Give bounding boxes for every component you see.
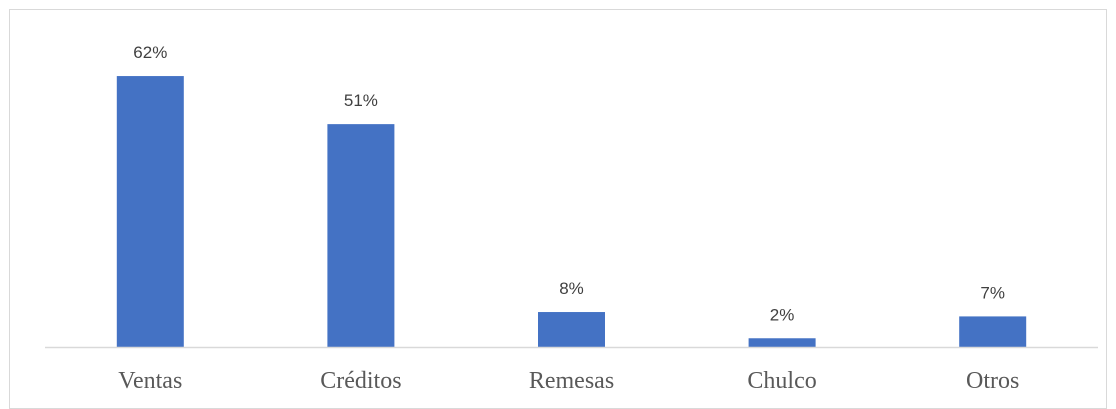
bar-chulco — [748, 338, 816, 347]
bars-layer — [116, 76, 1027, 347]
category-label-otros: Otros — [966, 368, 1019, 392]
bar-créditos — [327, 124, 395, 347]
data-labels-layer: 62% 51% 8% 2% 7% — [133, 43, 1005, 324]
data-label-créditos: 51% — [344, 91, 378, 110]
category-labels-layer: Ventas Créditos Remesas Chulco Otros — [118, 368, 1019, 392]
bar-ventas — [116, 76, 184, 347]
category-label-créditos: Créditos — [320, 368, 401, 392]
bar-otros — [959, 316, 1027, 347]
category-label-chulco: Chulco — [747, 368, 816, 392]
data-label-remesas: 8% — [559, 279, 584, 298]
bar-chart: 62% 51% 8% 2% 7% Ventas Créditos Remesas Chulco… — [45, 43, 1098, 392]
bar-remesas — [538, 312, 605, 347]
data-label-chulco: 2% — [770, 305, 795, 324]
category-label-remesas: Remesas — [529, 368, 614, 392]
data-label-ventas: 62% — [133, 43, 167, 62]
data-label-otros: 7% — [980, 283, 1005, 302]
category-label-ventas: Ventas — [118, 368, 182, 392]
